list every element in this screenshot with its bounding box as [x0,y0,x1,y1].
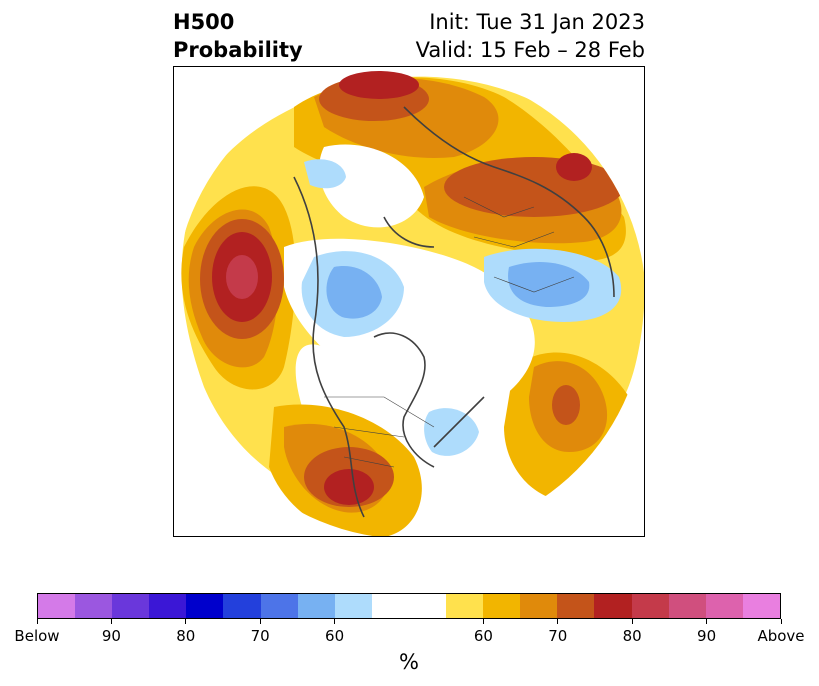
colorbar-tick-mark [334,619,336,624]
colorbar-below-segment-4 [149,594,187,618]
colorbar-above-segment-6 [631,594,669,618]
colorbar-tick-label: 70 [548,627,568,645]
map-svg [181,71,644,536]
init-date: Init: Tue 31 Jan 2023 [429,10,645,34]
colorbar-tick-label: 60 [473,627,493,645]
colorbar-tick-label: 60 [325,627,345,645]
colorbar-tick-mark [780,619,782,624]
colorbar-above-segment-4 [557,594,595,618]
coastlines [293,106,615,518]
colorbar-tick-mark [631,619,633,624]
colorbar-above-segment-7 [668,594,706,618]
colorbar-tick-mark [482,619,484,624]
below-midblue-east [508,262,590,307]
colorbar-tick-mark [110,619,112,624]
colorbar-below-segment-2 [75,594,113,618]
colorbar-unit-label: % [399,650,419,674]
colorbar-below-segment-7 [260,594,298,618]
above-red-north [339,71,419,99]
title-quantity: Probability [173,38,303,62]
colorbar-below-segment-3 [112,594,150,618]
title-left: H500 Probability [173,8,303,64]
colorbar-below-segment-1 [38,594,76,618]
colorbar-above-segment-5 [594,594,632,618]
colorbar-tick-mark [557,619,559,624]
colorbar-tick-mark [259,619,261,624]
colorbar-below-segment-8 [297,594,335,618]
colorbar-tick-label: 70 [250,627,270,645]
below-midblue-center [326,266,382,319]
colorbar-above-segment-8 [705,594,743,618]
colorbar-above-segment-2 [483,594,521,618]
title-variable: H500 [173,10,235,34]
colorbar-above-segment-3 [520,594,558,618]
above-brown-east [444,157,624,217]
above-red-sw [324,469,374,505]
below-lightblue-se [424,408,479,456]
colorbar [37,593,781,619]
borders [324,196,575,468]
colorbar-tick-mark [36,619,38,624]
title-right: Init: Tue 31 Jan 2023 Valid: 15 Feb – 28… [416,8,645,64]
above-red-east [556,153,592,181]
colorbar-tick-label: 90 [101,627,121,645]
colorbar-tick-label: 80 [176,627,196,645]
colorbar-tick-mark [706,619,708,624]
colorbar-tick-label: 80 [622,627,642,645]
valid-range: Valid: 15 Feb – 28 Feb [415,38,645,62]
colorbar-above-segment-9 [742,594,780,618]
colorbar-tick-mark [185,619,187,624]
colorbar-tick-label: 90 [697,627,717,645]
colorbar-tick-label: Above [757,627,805,645]
colorbar-above-segment-1 [446,594,484,618]
colorbar-neutral-segment [371,594,447,618]
colorbar-below-segment-5 [186,594,224,618]
probability-map [173,66,645,537]
below-lightblue-north [304,159,346,189]
neutral-north [319,144,424,228]
colorbar-below-segment-9 [334,594,372,618]
colorbar-tick-label: Below [14,627,60,645]
above-brown-se [552,385,580,425]
above-magenta-west [226,255,258,299]
colorbar-below-segment-6 [223,594,261,618]
